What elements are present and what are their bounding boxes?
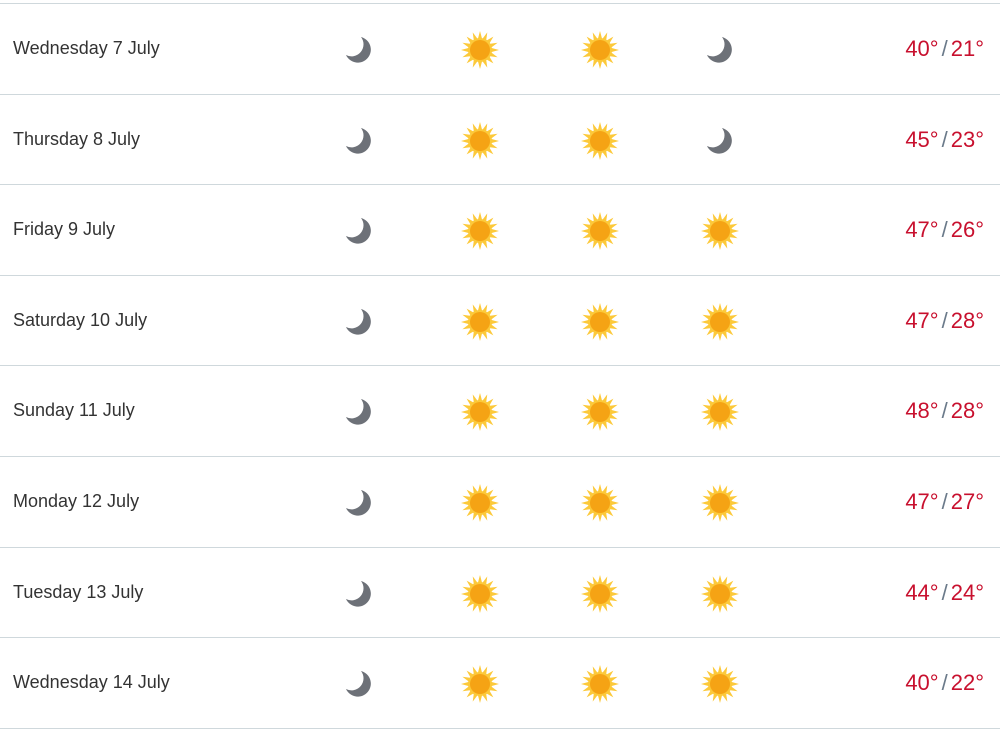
forecast-row[interactable]: Monday 12 July 47°/27° — [0, 457, 1000, 548]
sun-icon — [700, 574, 740, 614]
forecast-table: Wednesday 7 July 40°/21° Thursday 8 July 45… — [0, 3, 1000, 729]
moon-icon — [339, 302, 379, 342]
sun-icon — [580, 483, 620, 523]
day-label: Friday 9 July — [13, 219, 116, 240]
moon-icon — [700, 121, 740, 161]
sun-icon — [460, 574, 500, 614]
forecast-row[interactable]: Sunday 11 July 48°/28° — [0, 366, 1000, 457]
low-temp: 26° — [950, 217, 984, 243]
sun-icon — [460, 392, 500, 432]
high-temp: 45° — [905, 126, 939, 152]
temp-separator: / — [941, 488, 948, 514]
sun-icon — [580, 574, 620, 614]
day-label: Wednesday 7 July — [13, 38, 160, 58]
sun-icon — [700, 392, 740, 432]
day-label: Sunday 11 July — [13, 400, 135, 421]
forecast-row[interactable]: Wednesday 7 July 40°/21° — [0, 4, 1000, 95]
temp-separator: / — [941, 217, 948, 243]
sun-icon — [460, 664, 500, 704]
sun-icon — [460, 211, 500, 251]
day-label: Monday 12 July — [13, 490, 140, 511]
forecast-row[interactable]: Thursday 8 July 45°/23° — [0, 95, 1000, 186]
forecast-row[interactable]: Tuesday 13 July 44°/24° — [0, 548, 1000, 639]
forecast-row[interactable]: Saturday 10 July 47°/28° — [0, 276, 1000, 367]
moon-icon — [339, 664, 379, 704]
temp-separator: / — [941, 670, 948, 696]
temperature-range: 47°/28° — [905, 276, 984, 365]
moon-icon — [700, 30, 740, 70]
day-label: Tuesday 13 July — [13, 581, 144, 602]
moon-icon — [339, 483, 379, 523]
high-temp: 44° — [905, 579, 939, 605]
high-temp: 48° — [905, 398, 939, 424]
temperature-range: 44°/24° — [905, 548, 984, 637]
sun-icon — [580, 392, 620, 432]
sun-icon — [700, 483, 740, 523]
high-temp: 40° — [905, 36, 939, 61]
temp-separator: / — [941, 579, 948, 605]
sun-icon — [460, 483, 500, 523]
temp-separator: / — [941, 307, 948, 333]
moon-icon — [339, 574, 379, 614]
sun-icon — [460, 121, 500, 161]
low-temp: 21° — [950, 36, 984, 61]
sun-icon — [580, 30, 620, 70]
sun-icon — [580, 211, 620, 251]
temperature-range: 45°/23° — [905, 95, 984, 184]
sun-icon — [580, 664, 620, 704]
moon-icon — [339, 30, 379, 70]
sun-icon — [700, 302, 740, 342]
temperature-range: 40°/22° — [905, 638, 984, 727]
sun-icon — [700, 211, 740, 251]
temperature-range: 40°/21° — [905, 4, 984, 93]
low-temp: 28° — [950, 307, 984, 333]
temperature-range: 48°/28° — [905, 366, 984, 455]
moon-icon — [339, 392, 379, 432]
sun-icon — [460, 30, 500, 70]
low-temp: 22° — [950, 670, 984, 696]
moon-icon — [339, 121, 379, 161]
sun-icon — [580, 121, 620, 161]
low-temp: 28° — [950, 398, 984, 424]
day-label: Thursday 8 July — [13, 128, 141, 149]
temp-separator: / — [941, 36, 948, 61]
high-temp: 47° — [905, 217, 939, 243]
day-label: Wednesday 14 July — [13, 672, 170, 693]
high-temp: 40° — [905, 670, 939, 696]
forecast-row[interactable]: Wednesday 14 July 40°/22° — [0, 638, 1000, 729]
sun-icon — [700, 664, 740, 704]
moon-icon — [339, 211, 379, 251]
high-temp: 47° — [905, 488, 939, 514]
sun-icon — [460, 302, 500, 342]
low-temp: 23° — [950, 126, 984, 152]
low-temp: 27° — [950, 488, 984, 514]
temp-separator: / — [941, 398, 948, 424]
temperature-range: 47°/27° — [905, 457, 984, 546]
temperature-range: 47°/26° — [905, 185, 984, 274]
high-temp: 47° — [905, 307, 939, 333]
sun-icon — [580, 302, 620, 342]
day-label: Saturday 10 July — [13, 309, 148, 330]
low-temp: 24° — [950, 579, 984, 605]
forecast-row[interactable]: Friday 9 July 47°/26° — [0, 185, 1000, 276]
temp-separator: / — [941, 126, 948, 152]
